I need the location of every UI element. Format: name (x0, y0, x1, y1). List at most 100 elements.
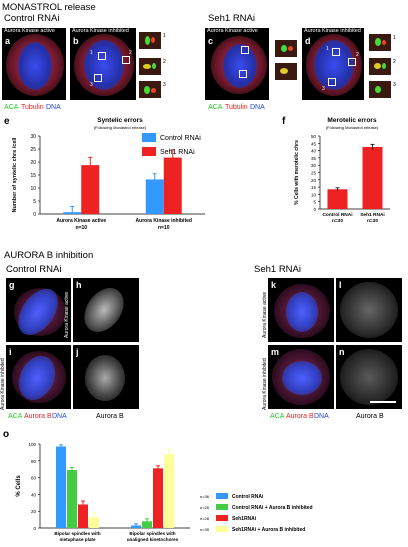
chart-e-legend-label: Control RNAi (160, 135, 201, 142)
micrograph-panel-i: i (6, 345, 71, 409)
chart-e-bar (163, 157, 182, 214)
chart-f-category-n: n=30 (332, 218, 343, 224)
legend-aca-gj: ACA (8, 413, 23, 420)
caption-a: Aurora Kinase active (4, 28, 55, 34)
panel-letter-e: e (4, 116, 10, 127)
caption-gray-n: Aurora B (356, 413, 384, 420)
chart-f-ytick-label: 40 (311, 149, 317, 154)
label-inhibited-m: Aurora Kinase inhibited (262, 358, 268, 410)
micrograph-panel-n: n (336, 345, 402, 409)
roi-label-3: 3 (90, 82, 93, 88)
chart-f-title: Merotelic errors (327, 117, 377, 124)
legend-dna-ab: DNA (46, 104, 61, 111)
chart-e-ytick-label: 15 (30, 173, 36, 179)
micrograph-panel-d: d 1 2 3 (302, 28, 364, 100)
chart-f-ytick-label: 5 (313, 200, 316, 205)
chart-f-ytick-label: 30 (311, 163, 317, 168)
chart-o-category-label: Bipolar spindles with (129, 531, 175, 536)
chart-o-legend-n: n=36 (200, 494, 210, 499)
inset-d-3 (369, 81, 391, 98)
inset-b-1-label: 1 (163, 33, 166, 39)
control-rnai-title-top: Control RNAi (4, 13, 60, 24)
chart-f-ytick-label: 10 (311, 192, 317, 197)
legend-dna-cd: DNA (250, 104, 265, 111)
chart-o-bar (67, 470, 77, 528)
chart-e-ytick-label: 10 (30, 186, 36, 192)
scale-bar (370, 401, 396, 403)
section-title-monastrol: MONASTROL release (2, 2, 96, 13)
chart-e-category-n: n=10 (158, 225, 170, 231)
chart-e-category-label: Aurora Kinase active (56, 218, 106, 224)
chart-o-category-label: metaphase plate (60, 537, 96, 542)
roi-box-d-1 (332, 48, 340, 56)
chart-f-ytick-label: 20 (311, 178, 317, 183)
inset-d-1 (369, 34, 391, 51)
inset-d-1-label: 1 (393, 35, 396, 41)
roi-d-label-1: 1 (326, 46, 329, 52)
chart-o-ylabel: % Cells (16, 475, 22, 497)
micrograph-panel-j: j (73, 345, 139, 409)
legend-aca-ab: ACA (4, 104, 19, 111)
section-title-aurora-b: AURORA B inhibition (4, 250, 94, 261)
panel-letter-m: m (271, 347, 280, 357)
chart-o-legend-n: n=26 (200, 505, 210, 510)
chart-o-legend-swatch (216, 526, 228, 532)
panel-letter-a: a (5, 36, 11, 46)
inset-c-1 (275, 63, 297, 80)
micrograph-panel-g: g (6, 278, 71, 342)
panel-letter-l: l (339, 280, 342, 290)
caption-d: Aurora Kinase inhibited (304, 28, 361, 34)
chart-e-ytick-label: 25 (30, 147, 36, 153)
chart-o-ytick-label: 0 (33, 526, 36, 531)
chart-f-ytick-label: 50 (311, 134, 317, 139)
micrograph-panel-a: a (2, 28, 66, 100)
legend-aca-km: ACA (270, 413, 285, 420)
roi-box-d-3 (328, 78, 336, 86)
chart-o-bar (56, 446, 66, 528)
roi-d-label-3: 3 (322, 86, 325, 92)
panel-letter-g: g (9, 280, 15, 290)
micrograph-panel-h: h (73, 278, 139, 342)
roi-d-label-2: 2 (356, 52, 359, 58)
legend-aurb-km: Aurora B (286, 413, 314, 420)
caption-c: Aurora Kinase active (207, 28, 258, 34)
micrograph-panel-l: l (336, 278, 402, 342)
panel-letter-o: o (3, 429, 9, 440)
inset-d-2-label: 2 (393, 59, 396, 65)
chart-o-bar (78, 504, 88, 528)
chart-f-ytick-label: 25 (311, 171, 317, 176)
chart-o-ytick-label: 40 (31, 492, 37, 497)
roi-box-d-2 (348, 58, 356, 66)
chart-e-ylabel: Number of syntelic chrs /cell (12, 137, 18, 212)
inset-b-3-label: 3 (163, 82, 166, 88)
control-rnai-title-mid: Control RNAi (6, 264, 62, 275)
chart-f-subtitle: (Following Monastrol release) (326, 125, 379, 130)
roi-label-2: 2 (129, 50, 132, 56)
chart-f-bar (362, 146, 383, 209)
chart-f-ylabel: % Cells with merotelic chrs (294, 140, 300, 205)
micrograph-panel-m: m (268, 345, 334, 409)
caption-gray-j: Aurora B (96, 413, 124, 420)
roi-box-1 (98, 52, 106, 60)
chart-e-ytick-label: 0 (33, 212, 36, 218)
inset-b-2 (139, 58, 161, 75)
seh1-rnai-title-top: Seh1 RNAi (208, 13, 255, 24)
chart-f-merotelic: f Merotelic errors(Following Monastrol re… (282, 116, 390, 224)
chart-o-bar (164, 454, 174, 528)
chart-o-bar (142, 521, 152, 528)
roi-box-c-2 (241, 46, 249, 54)
chart-o-legend-n: n=35 (200, 527, 210, 532)
chart-e-legend-swatch (142, 133, 156, 142)
panel-letter-n: n (339, 347, 345, 357)
chart-o-legend-label: Control RNAi (232, 494, 264, 500)
legend-aurb-gj: Aurora B (24, 413, 52, 420)
chart-o-legend-label: Seh1RNAi (232, 516, 257, 522)
label-inhibited-i: Aurora Kinase inhibited (0, 358, 6, 410)
panel-letter-i: i (9, 347, 12, 357)
roi-label-1: 1 (90, 50, 93, 56)
chart-e-bar (81, 165, 100, 214)
legend-dna-km: DNA (314, 413, 329, 420)
inset-b-1 (139, 32, 161, 49)
legend-aca-cd: ACA (208, 104, 223, 111)
chart-o-ytick-label: 20 (31, 509, 37, 514)
